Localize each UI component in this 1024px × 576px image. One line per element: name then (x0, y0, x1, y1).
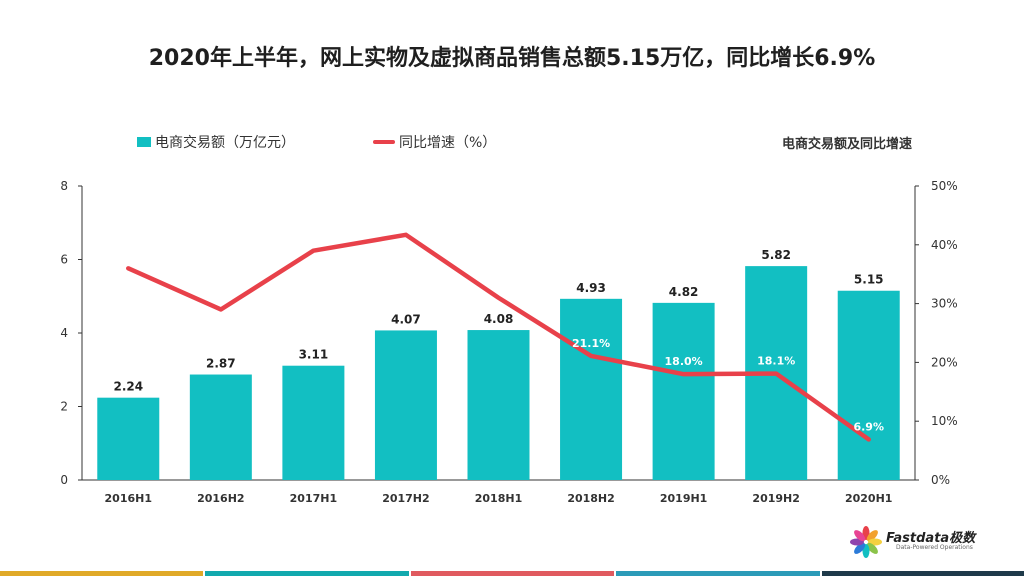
y-right-tick-label: 20% (931, 355, 958, 369)
line-value-label: 6.9% (853, 420, 884, 433)
brand-name: Fastdata极数 (886, 531, 976, 546)
y-right-tick-label: 50% (931, 179, 958, 193)
bar-value-label: 2.87 (206, 357, 236, 371)
line-value-label: 18.0% (665, 355, 703, 368)
bar (282, 365, 345, 480)
line-value-label: 18.1% (757, 355, 795, 368)
y-right-tick-label: 0% (931, 473, 950, 487)
bar (467, 330, 530, 480)
bar-value-label: 4.93 (576, 281, 606, 295)
x-tick-label: 2018H2 (567, 492, 614, 505)
line-value-label: 21.1% (572, 337, 610, 350)
legend-line-label: 同比增速（%） (399, 135, 497, 151)
x-tick-label: 2018H1 (475, 492, 522, 505)
page-title: 2020年上半年，网上实物及虚拟商品销售总额5.15万亿，同比增长6.9% (148, 46, 876, 71)
footer-bar-segment (0, 571, 204, 576)
bar (837, 290, 900, 480)
x-tick-label: 2016H2 (197, 492, 244, 505)
footer-bar-segment (616, 571, 820, 576)
bar-value-label: 2.24 (113, 380, 143, 394)
brand-flower-icon (850, 526, 882, 558)
y-right-tick-label: 30% (931, 297, 958, 311)
footer-bar-segment (821, 571, 1024, 576)
bar-value-label: 5.15 (854, 273, 884, 287)
y-right-tick-label: 40% (931, 238, 958, 252)
footer-bar-segment (205, 571, 409, 576)
bar (652, 302, 715, 480)
bar (374, 330, 437, 480)
bar-value-label: 3.11 (299, 348, 329, 362)
x-tick-label: 2020H1 (845, 492, 892, 505)
y-left-tick-label: 2 (60, 400, 68, 414)
x-tick-label: 2016H1 (105, 492, 152, 505)
bar-value-label: 4.82 (669, 285, 699, 299)
bar (560, 298, 623, 480)
footer-color-bars (0, 571, 1024, 576)
legend-bar-swatch (137, 137, 151, 147)
bar (189, 374, 252, 480)
y-left-tick-label: 6 (60, 253, 68, 267)
bar (97, 397, 160, 480)
footer-bar-segment (410, 571, 615, 576)
y-left-tick-label: 8 (60, 179, 68, 193)
bar-value-label: 4.08 (484, 312, 514, 326)
brand-logo: Fastdata极数 Data-Powered Operations (848, 524, 998, 564)
x-tick-label: 2019H1 (660, 492, 707, 505)
brand-tagline: Data-Powered Operations (896, 544, 973, 551)
x-tick-label: 2017H2 (382, 492, 429, 505)
legend-bar-label: 电商交易额（万亿元） (155, 135, 295, 151)
chart-subtitle: 电商交易额及同比增速 (781, 137, 912, 152)
legend-line-swatch (373, 140, 395, 144)
y-right-tick-label: 10% (931, 414, 958, 428)
x-tick-label: 2017H1 (290, 492, 337, 505)
bar-value-label: 5.82 (761, 248, 791, 262)
y-left-tick-label: 4 (60, 326, 68, 340)
x-tick-label: 2019H2 (752, 492, 799, 505)
bar-value-label: 4.07 (391, 312, 421, 326)
chart-legend: 电商交易额（万亿元） 同比增速（%） (137, 132, 496, 152)
y-left-tick-label: 0 (60, 473, 68, 487)
